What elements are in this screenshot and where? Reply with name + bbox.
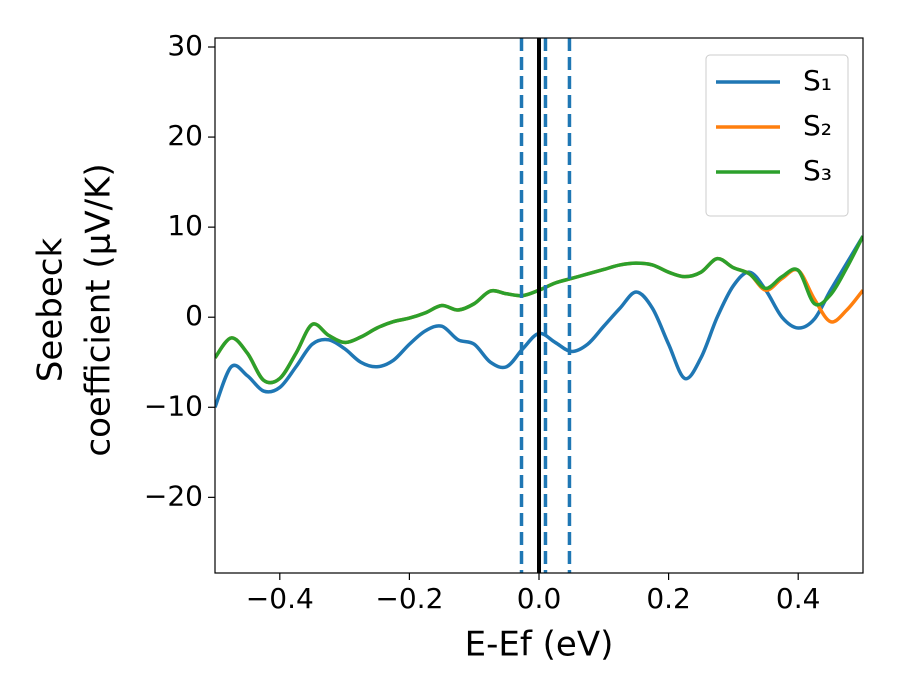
y-tick-label: 10 (167, 209, 203, 242)
x-axis-label: E-Ef (eV) (465, 625, 614, 665)
x-tick-label: 0.4 (776, 582, 821, 615)
x-tick-label: 0.0 (517, 582, 562, 615)
y-axis-label: Seebeck (31, 238, 71, 383)
y-tick-label: 20 (167, 119, 203, 152)
legend-label: S₃ (803, 154, 832, 187)
legend-label: S₂ (803, 109, 832, 142)
legend-label: S₁ (803, 64, 832, 97)
y-tick-label: −10 (144, 389, 203, 422)
x-tick-label: −0.4 (246, 582, 314, 615)
y-axis-label: coefficient (μV/K) (79, 163, 119, 456)
y-tick-label: −20 (144, 479, 203, 512)
legend-box (705, 54, 849, 217)
x-tick-label: −0.2 (375, 582, 443, 615)
x-tick-label: 0.2 (646, 582, 691, 615)
plot-frame (214, 37, 864, 574)
y-tick-label: 0 (185, 299, 203, 332)
y-tick-label: 30 (167, 29, 203, 62)
